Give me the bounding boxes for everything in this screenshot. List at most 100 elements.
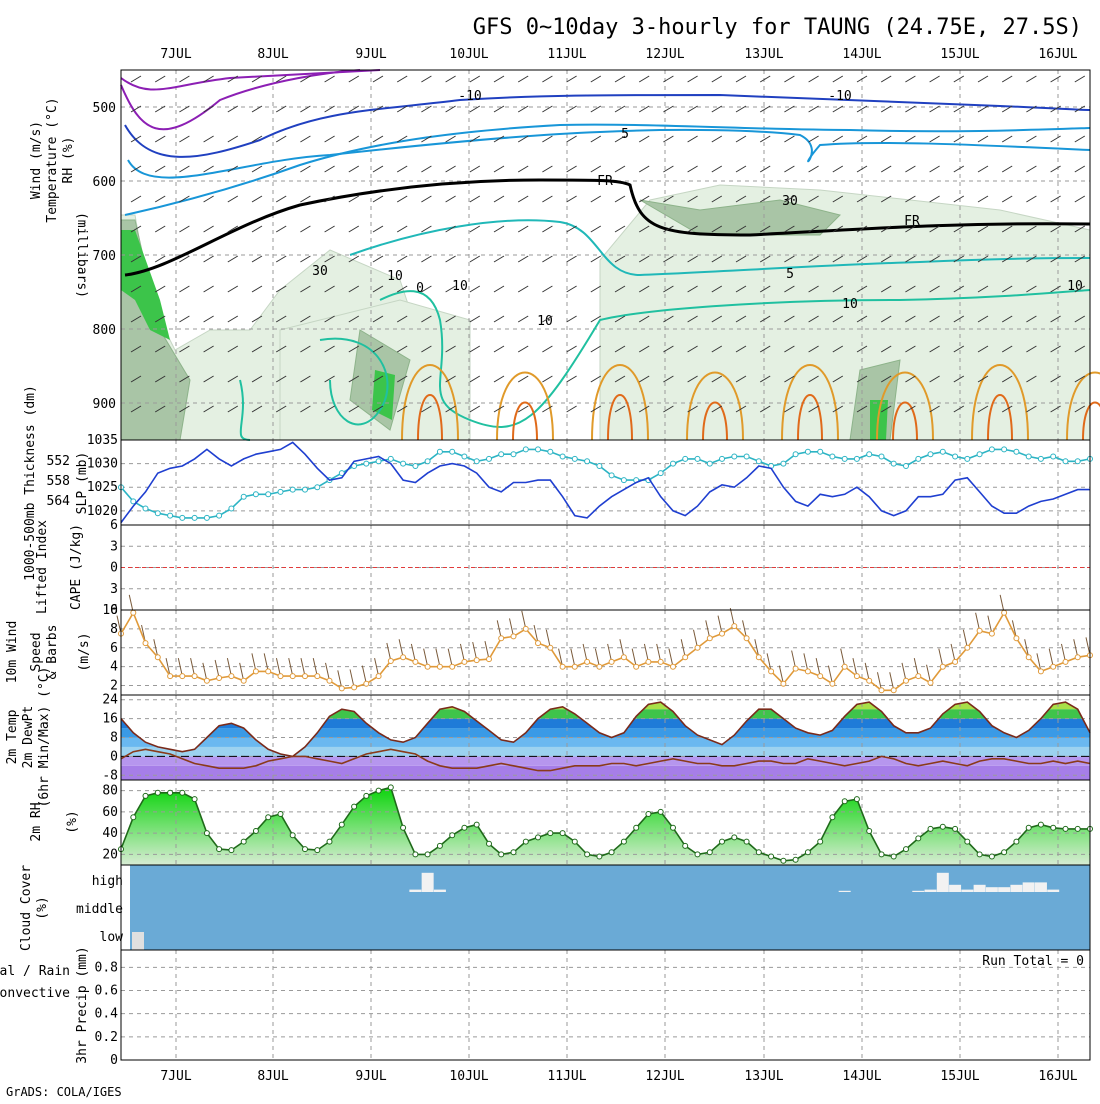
wind-barb <box>348 255 360 263</box>
top-day-label: 12JUL <box>645 47 684 62</box>
rh-line-point <box>191 796 198 803</box>
wind-barb <box>179 75 190 83</box>
wind-barb <box>590 255 602 263</box>
wind10m-barb <box>619 639 625 658</box>
rh-line-point <box>780 857 787 864</box>
rh-line-point <box>657 808 664 815</box>
thickness-line-point <box>203 514 210 521</box>
wind-barb <box>179 225 190 233</box>
wind-barb <box>130 375 142 383</box>
wind10m-barb <box>177 658 183 677</box>
wind-barb <box>421 225 432 233</box>
rh-line-point <box>952 825 959 832</box>
wind10m-barb <box>778 665 784 684</box>
wind10m-barb <box>864 662 870 681</box>
wind-barb <box>154 255 166 263</box>
wind-barb <box>566 405 577 413</box>
wind-tick-label: 4 <box>110 660 118 675</box>
wind-barb <box>856 225 868 233</box>
wind10m-line-point <box>596 663 603 670</box>
wind-barb <box>808 315 819 323</box>
wind-barb <box>542 75 553 83</box>
wind-barb <box>711 75 723 83</box>
wind-barb <box>1001 255 1013 263</box>
isotherm-line <box>124 178 1091 277</box>
wind10m-line-point <box>167 673 174 680</box>
wind-barb <box>469 375 481 383</box>
temp-band <box>121 718 1090 729</box>
rh-line-point <box>927 825 934 832</box>
top-day-label: 13JUL <box>744 47 783 62</box>
temp-tick-label: 16 <box>102 712 118 727</box>
wind-barb <box>396 375 408 383</box>
thickness-line-point <box>167 512 174 519</box>
wind10m-barb <box>214 659 220 679</box>
thickness-line-point <box>682 455 689 462</box>
rh-shade-green <box>870 400 888 440</box>
thickness-line-point <box>486 455 492 462</box>
stability-tick-label: 6 <box>110 518 118 533</box>
isotherm-line <box>127 128 1091 179</box>
wind-barb <box>1026 345 1037 353</box>
wind-barb <box>542 225 553 233</box>
wind-barb <box>566 345 577 353</box>
rh-line-point <box>1037 821 1044 828</box>
wind-barb <box>1074 315 1086 323</box>
wind-barb <box>687 375 698 383</box>
wind-barb <box>711 315 723 323</box>
wind-barb <box>348 375 360 383</box>
slp-tick-label: 1020 <box>87 504 118 519</box>
cloud-axis-label: Cloud Cover <box>19 865 34 951</box>
wind-barb <box>663 285 674 293</box>
wind-barb <box>808 405 819 413</box>
wind-barb <box>421 255 432 263</box>
thickness-line-point <box>719 455 725 462</box>
wind10m-line-point <box>584 658 591 665</box>
wind-barb <box>1074 165 1086 173</box>
wind-barb <box>154 135 166 143</box>
wind10m-line-point <box>179 673 186 680</box>
wind-barb <box>203 375 214 383</box>
wind10m-barb <box>1048 648 1054 667</box>
rh-line-point <box>792 856 799 863</box>
bottom-day-label: 13JUL <box>744 1069 783 1084</box>
wind10m-line-point <box>265 668 272 675</box>
wind-barb <box>759 165 771 173</box>
rh-line-point <box>719 838 725 845</box>
rh-line-point <box>326 838 333 845</box>
rh-line-point <box>1025 824 1032 831</box>
wind-barb <box>759 75 771 83</box>
wind10m-barb <box>325 662 331 681</box>
wind10m-barb <box>435 648 441 667</box>
rh-line-point <box>240 838 247 845</box>
thickness-line-point <box>473 458 480 465</box>
precip-conv-label: Convective <box>0 986 70 1001</box>
wind-barb <box>348 165 360 173</box>
wind10m-line-point <box>240 677 247 684</box>
wind-barb <box>372 255 384 263</box>
wind-barb <box>614 315 626 323</box>
wind-barb <box>784 225 795 233</box>
wind10m-line-point <box>203 677 210 684</box>
contour-label: -10 <box>828 89 851 104</box>
wind-barb <box>324 285 335 293</box>
wind-barb <box>929 345 940 353</box>
wind-barb <box>275 405 287 413</box>
rh-line-point <box>670 824 676 831</box>
thickness-line-point <box>1037 455 1044 462</box>
contour-label: 10 <box>452 279 468 294</box>
wind10m-line-point <box>338 685 345 692</box>
wind-tick-label: 8 <box>110 622 118 637</box>
isotherm-warm <box>876 371 934 441</box>
wind-barb <box>590 195 602 203</box>
thickness-line-point <box>375 458 382 465</box>
wind-barb <box>905 195 916 203</box>
rh-line-point <box>743 838 750 845</box>
wind-barb <box>929 225 940 233</box>
wind-barb <box>1050 105 1061 113</box>
wind-barb <box>832 315 844 323</box>
wind-barb <box>663 165 674 173</box>
wind-barb <box>275 315 287 323</box>
wind10m-line-point <box>731 623 738 630</box>
upper-air-ylabel: Wind (m/s) Temperature (°C) RH (%) <box>29 97 76 222</box>
